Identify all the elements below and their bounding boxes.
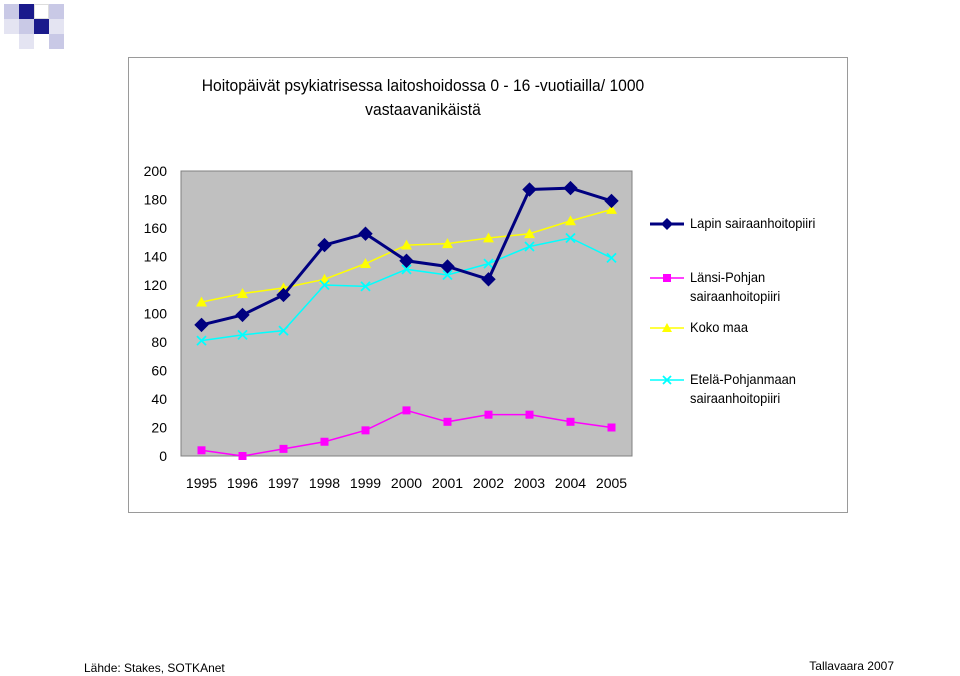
- chart-title-line-1: Hoitopäivät psykiatrisessa laitoshoidoss…: [201, 76, 645, 95]
- y-tick-label: 60: [151, 363, 167, 379]
- data-point-series-1: [276, 287, 291, 303]
- y-tick-label: 140: [144, 249, 168, 265]
- y-tick-label: 100: [144, 306, 168, 322]
- data-point-series-1: [317, 237, 332, 253]
- source-note: Lähde: Stakes, SOTKAnet: [84, 661, 225, 675]
- data-point-series-1: [194, 317, 209, 333]
- data-point-series-4: [442, 269, 453, 281]
- x-tick-label: 2000: [391, 475, 422, 491]
- x-tick-label: 1997: [268, 475, 299, 491]
- data-point-series-2: [197, 446, 206, 455]
- data-point-series-3: [524, 228, 535, 239]
- data-point-series-1: [358, 226, 373, 241]
- x-tick-label: 2001: [432, 475, 463, 491]
- y-tick-label: 0: [159, 448, 167, 464]
- x-tick-label: 1995: [186, 475, 217, 491]
- data-point-series-3: [565, 215, 576, 226]
- data-point-series-3: [442, 238, 453, 249]
- data-point-series-4: [237, 329, 248, 341]
- x-tick-label: 2004: [555, 475, 586, 491]
- y-tick-label: 180: [144, 192, 168, 208]
- y-tick-label: 80: [151, 334, 167, 350]
- data-point-series-2: [566, 417, 575, 426]
- corner-decoration: [0, 0, 80, 60]
- legend-swatch: [650, 323, 684, 332]
- data-point-series-4: [278, 325, 289, 336]
- legend-swatch: [650, 218, 684, 230]
- data-point-series-2: [484, 410, 493, 419]
- data-point-series-2: [607, 423, 616, 432]
- data-point-series-4: [360, 281, 371, 292]
- legend-swatch: [650, 375, 684, 385]
- data-point-series-1: [481, 272, 496, 287]
- x-tick-label: 2003: [514, 475, 545, 491]
- data-point-series-3: [401, 239, 412, 250]
- y-tick-label: 40: [151, 391, 167, 407]
- data-point-series-4: [401, 264, 412, 275]
- chart-title-line-2: vastaavanikäistä: [365, 100, 481, 119]
- data-point-series-2: [361, 426, 370, 435]
- data-point-series-4: [196, 335, 207, 346]
- data-point-series-1: [563, 180, 578, 196]
- data-point-series-3: [237, 288, 248, 298]
- data-point-series-4: [524, 241, 535, 252]
- data-point-series-1: [604, 193, 619, 209]
- data-point-series-3: [360, 258, 371, 269]
- data-point-series-2: [279, 444, 288, 453]
- data-point-series-4: [565, 232, 576, 244]
- y-tick-label: 20: [151, 420, 167, 436]
- y-tick-label: 160: [144, 220, 168, 236]
- y-tick-label: 200: [144, 163, 168, 179]
- y-tick-label: 120: [144, 277, 168, 293]
- author-credit: Tallavaara 2007: [809, 659, 894, 673]
- x-tick-label: 2002: [473, 475, 504, 491]
- data-point-series-2: [443, 417, 452, 426]
- data-point-series-1: [440, 259, 455, 274]
- legend-label: Länsi-Pohjan sairaanhoitopiiri: [690, 269, 781, 304]
- data-point-series-2: [238, 452, 247, 460]
- data-point-series-4: [483, 258, 494, 269]
- data-point-series-2: [402, 406, 411, 415]
- data-point-series-3: [606, 203, 617, 214]
- x-tick-label: 1999: [350, 475, 381, 491]
- data-point-series-1: [399, 253, 414, 268]
- legend-label: Lapin sairaanhoitopiiri: [690, 215, 816, 231]
- data-point-series-4: [319, 279, 330, 291]
- data-point-series-3: [483, 232, 494, 243]
- data-point-series-3: [196, 296, 207, 307]
- legend-swatch: [650, 274, 684, 282]
- x-tick-label: 2005: [596, 475, 627, 491]
- chart-title: Hoitopäivät psykiatrisessa laitoshoidoss…: [152, 74, 695, 122]
- data-point-series-1: [522, 182, 537, 197]
- data-point-series-2: [320, 437, 329, 446]
- data-point-series-4: [606, 252, 617, 264]
- x-tick-label: 1996: [227, 475, 258, 491]
- legend-label: Etelä-Pohjanmaan sairaanhoitopiiri: [690, 371, 796, 406]
- x-tick-label: 1998: [309, 475, 340, 491]
- data-point-series-1: [235, 307, 250, 323]
- legend-label: Koko maa: [690, 319, 749, 335]
- data-point-series-2: [525, 410, 534, 419]
